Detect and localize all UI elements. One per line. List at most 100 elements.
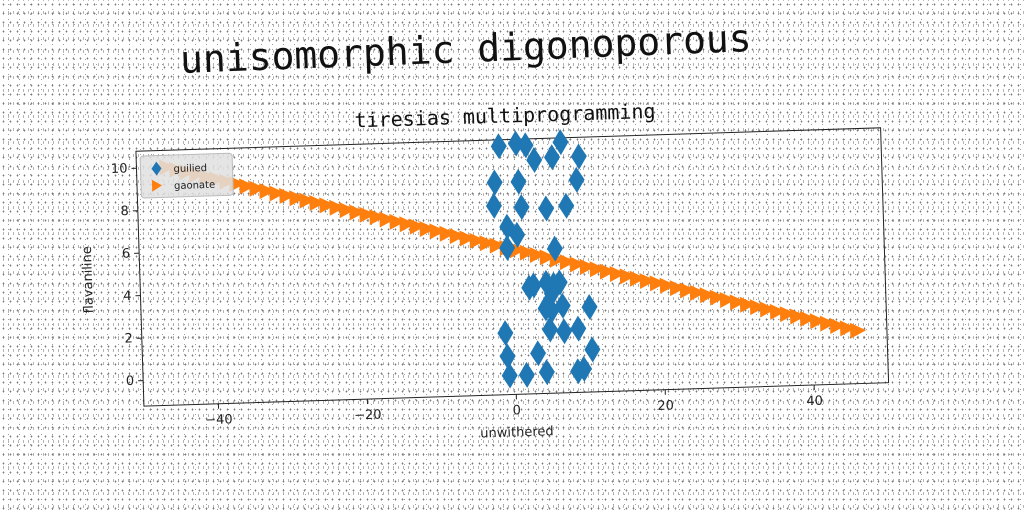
triangle-point [769,303,787,320]
y-tick-label: 2 [124,331,133,346]
scatter-chart: tiresias multiprogramming −40 −20 0 20 40 0 2 4… [80,99,890,442]
triangle-point [659,277,676,294]
triangle-point [699,287,716,304]
diamond-point [510,168,527,195]
triangle-point [849,322,867,339]
triangle-point [709,289,726,306]
y-tick-label: 0 [126,374,135,389]
axes-frame [135,127,890,407]
triangle-point [639,273,656,290]
x-tick-label: −40 [205,412,233,428]
x-tick-label: 0 [512,403,521,418]
triangle-point [609,265,626,282]
diamond-point [507,130,524,157]
diamond-point [538,359,555,386]
axis-ticks: −40 −20 0 20 40 0 2 4 6 8 10 [111,161,823,428]
y-tick-label: 8 [120,204,129,219]
triangle-point [829,318,847,335]
y-tick-label: 10 [111,161,128,177]
triangle-point [729,294,746,311]
x-tick-label: 40 [806,394,823,410]
diamond-point [499,343,516,370]
x-tick-label: 20 [657,398,674,414]
triangle-point [369,209,386,226]
triangle-point [389,213,406,230]
triangle-point [479,235,496,252]
triangle-point [329,199,346,216]
triangle-point [319,197,336,214]
triangle-point [289,190,306,207]
triangle-point [579,258,596,275]
diamond-point [518,361,535,388]
diamond-point [513,194,530,221]
x-tick-label: −20 [354,408,382,424]
legend-box [139,152,234,199]
legend: guilied gaonate [139,152,234,199]
triangle-point [749,299,766,316]
y-tick-label: 4 [123,289,132,304]
triangle-point [429,223,446,240]
diamond-point [501,362,518,389]
triangle-point [779,306,797,323]
triangle-point [719,291,736,308]
legend-label-1: guilied [173,163,207,175]
triangle-point [559,254,576,271]
diamond-point [490,133,507,160]
triangle-point [629,270,646,287]
triangle-point [689,284,706,301]
chart-subtitle: tiresias multiprogramming [354,99,656,132]
triangle-point [489,237,506,254]
triangle-point [789,308,807,325]
triangle-point [539,249,556,266]
triangle-point [799,310,817,327]
diamond-point [543,297,560,324]
diamond-point [517,132,534,159]
triangle-point [809,313,827,330]
diamond-point [542,316,558,343]
x-axis-label: unwithered [480,424,554,441]
diamond-point [499,234,516,261]
diamond-point [558,192,575,219]
triangle-point [279,187,296,204]
triangle-point [459,230,476,247]
diamond-point [556,318,573,345]
diamond-point [485,192,502,219]
diamond-point [551,269,568,296]
legend-marker-triangle-icon [151,179,163,192]
triangle-point [519,244,536,261]
triangle-point [269,185,286,202]
triangle-point [339,202,356,219]
diamond-point [509,221,526,248]
diamond-point [530,340,547,367]
triangle-point [439,225,456,242]
triangle-point [379,211,396,228]
triangle-point [619,268,636,285]
diamond-point [538,195,555,222]
triangle-point [529,247,546,264]
diamond-point [554,292,571,319]
diamond-point [576,355,593,382]
triangle-point [349,204,366,221]
triangle-point [299,192,316,209]
legend-marker-diamond-icon [151,161,162,176]
data-marks [159,129,867,389]
triangle-point [409,218,426,235]
diamond-point [526,146,543,173]
triangle-point [589,261,606,278]
chart-figure: tiresias multiprogramming −40 −20 0 20 40 0 2 4… [75,82,916,468]
diamond-point [552,129,569,156]
diamond-point [581,294,598,321]
triangle-point [839,320,857,337]
diamond-point [544,144,561,171]
diamond-point [546,235,563,262]
diamond-point [543,280,560,307]
triangle-point [249,180,266,197]
triangle-point [679,282,696,299]
triangle-point [239,178,256,195]
triangle-point [469,232,486,249]
triangle-point [649,275,666,292]
triangle-point [759,301,777,318]
diamond-point [570,143,587,170]
diamond-point [570,315,587,342]
main-title: unisomorphic digonoporous [179,16,753,82]
